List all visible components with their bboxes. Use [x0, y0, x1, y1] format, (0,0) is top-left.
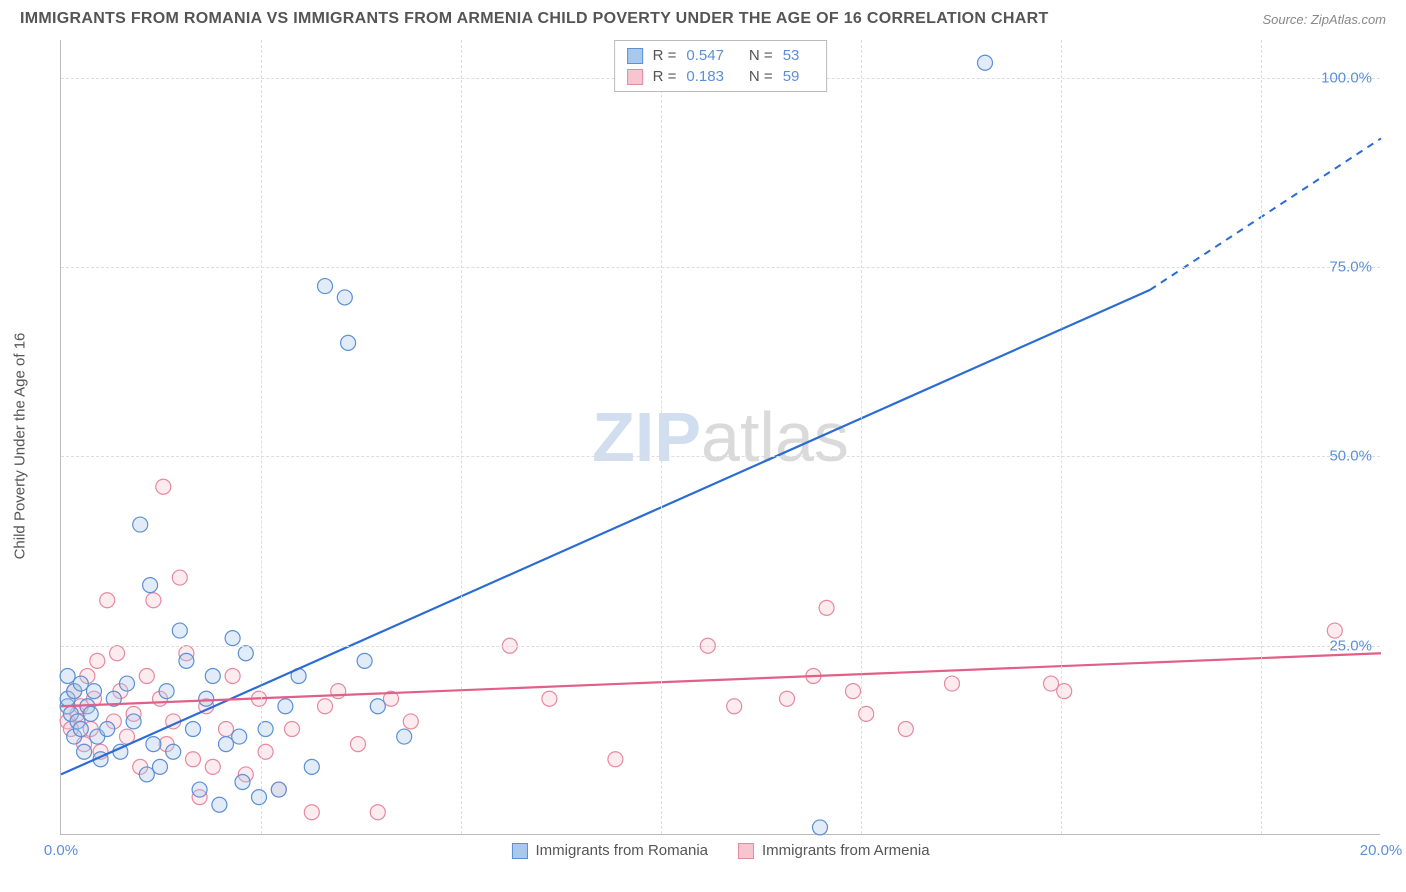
n-value-romania: 53	[783, 47, 800, 64]
gridline-v	[661, 40, 662, 834]
n-value-armenia: 59	[783, 68, 800, 85]
legend-item-romania: Immigrants from Romania	[511, 842, 708, 859]
plot-area: R = 0.547 N = 53 R = 0.183 N = 59 ZIPatl…	[60, 40, 1380, 835]
n-label: N =	[749, 47, 773, 64]
y-axis-label: Child Poverty Under the Age of 16	[12, 333, 29, 560]
gridline-v	[461, 40, 462, 834]
legend-stats: R = 0.547 N = 53 R = 0.183 N = 59	[614, 40, 828, 92]
y-tick-label: 100.0%	[1321, 69, 1372, 86]
y-tick-label: 75.0%	[1329, 259, 1372, 276]
x-tick-label: 20.0%	[1360, 842, 1403, 859]
n-label: N =	[749, 68, 773, 85]
gridline-v	[1061, 40, 1062, 834]
swatch-romania	[627, 48, 643, 64]
r-value-romania: 0.547	[686, 47, 724, 64]
chart-svg	[61, 40, 1380, 834]
y-tick-label: 50.0%	[1329, 448, 1372, 465]
gridline-v	[261, 40, 262, 834]
r-value-armenia: 0.183	[686, 68, 724, 85]
r-label: R =	[653, 47, 677, 64]
y-tick-label: 25.0%	[1329, 637, 1372, 654]
legend-row-armenia: R = 0.183 N = 59	[627, 66, 815, 87]
swatch-armenia	[627, 69, 643, 85]
series-name-romania: Immigrants from Romania	[535, 842, 708, 859]
series-name-armenia: Immigrants from Armenia	[762, 842, 930, 859]
legend-item-armenia: Immigrants from Armenia	[738, 842, 930, 859]
gridline-h	[61, 646, 1380, 647]
source-attribution: Source: ZipAtlas.com	[1262, 12, 1386, 27]
swatch-armenia	[738, 843, 754, 859]
legend-row-romania: R = 0.547 N = 53	[627, 45, 815, 66]
r-label: R =	[653, 68, 677, 85]
gridline-v	[861, 40, 862, 834]
gridline-h	[61, 456, 1380, 457]
gridline-v	[1261, 40, 1262, 834]
legend-series: Immigrants from Romania Immigrants from …	[511, 842, 929, 859]
x-tick-label: 0.0%	[44, 842, 78, 859]
chart-title: IMMIGRANTS FROM ROMANIA VS IMMIGRANTS FR…	[20, 10, 1049, 28]
swatch-romania	[511, 843, 527, 859]
gridline-h	[61, 267, 1380, 268]
